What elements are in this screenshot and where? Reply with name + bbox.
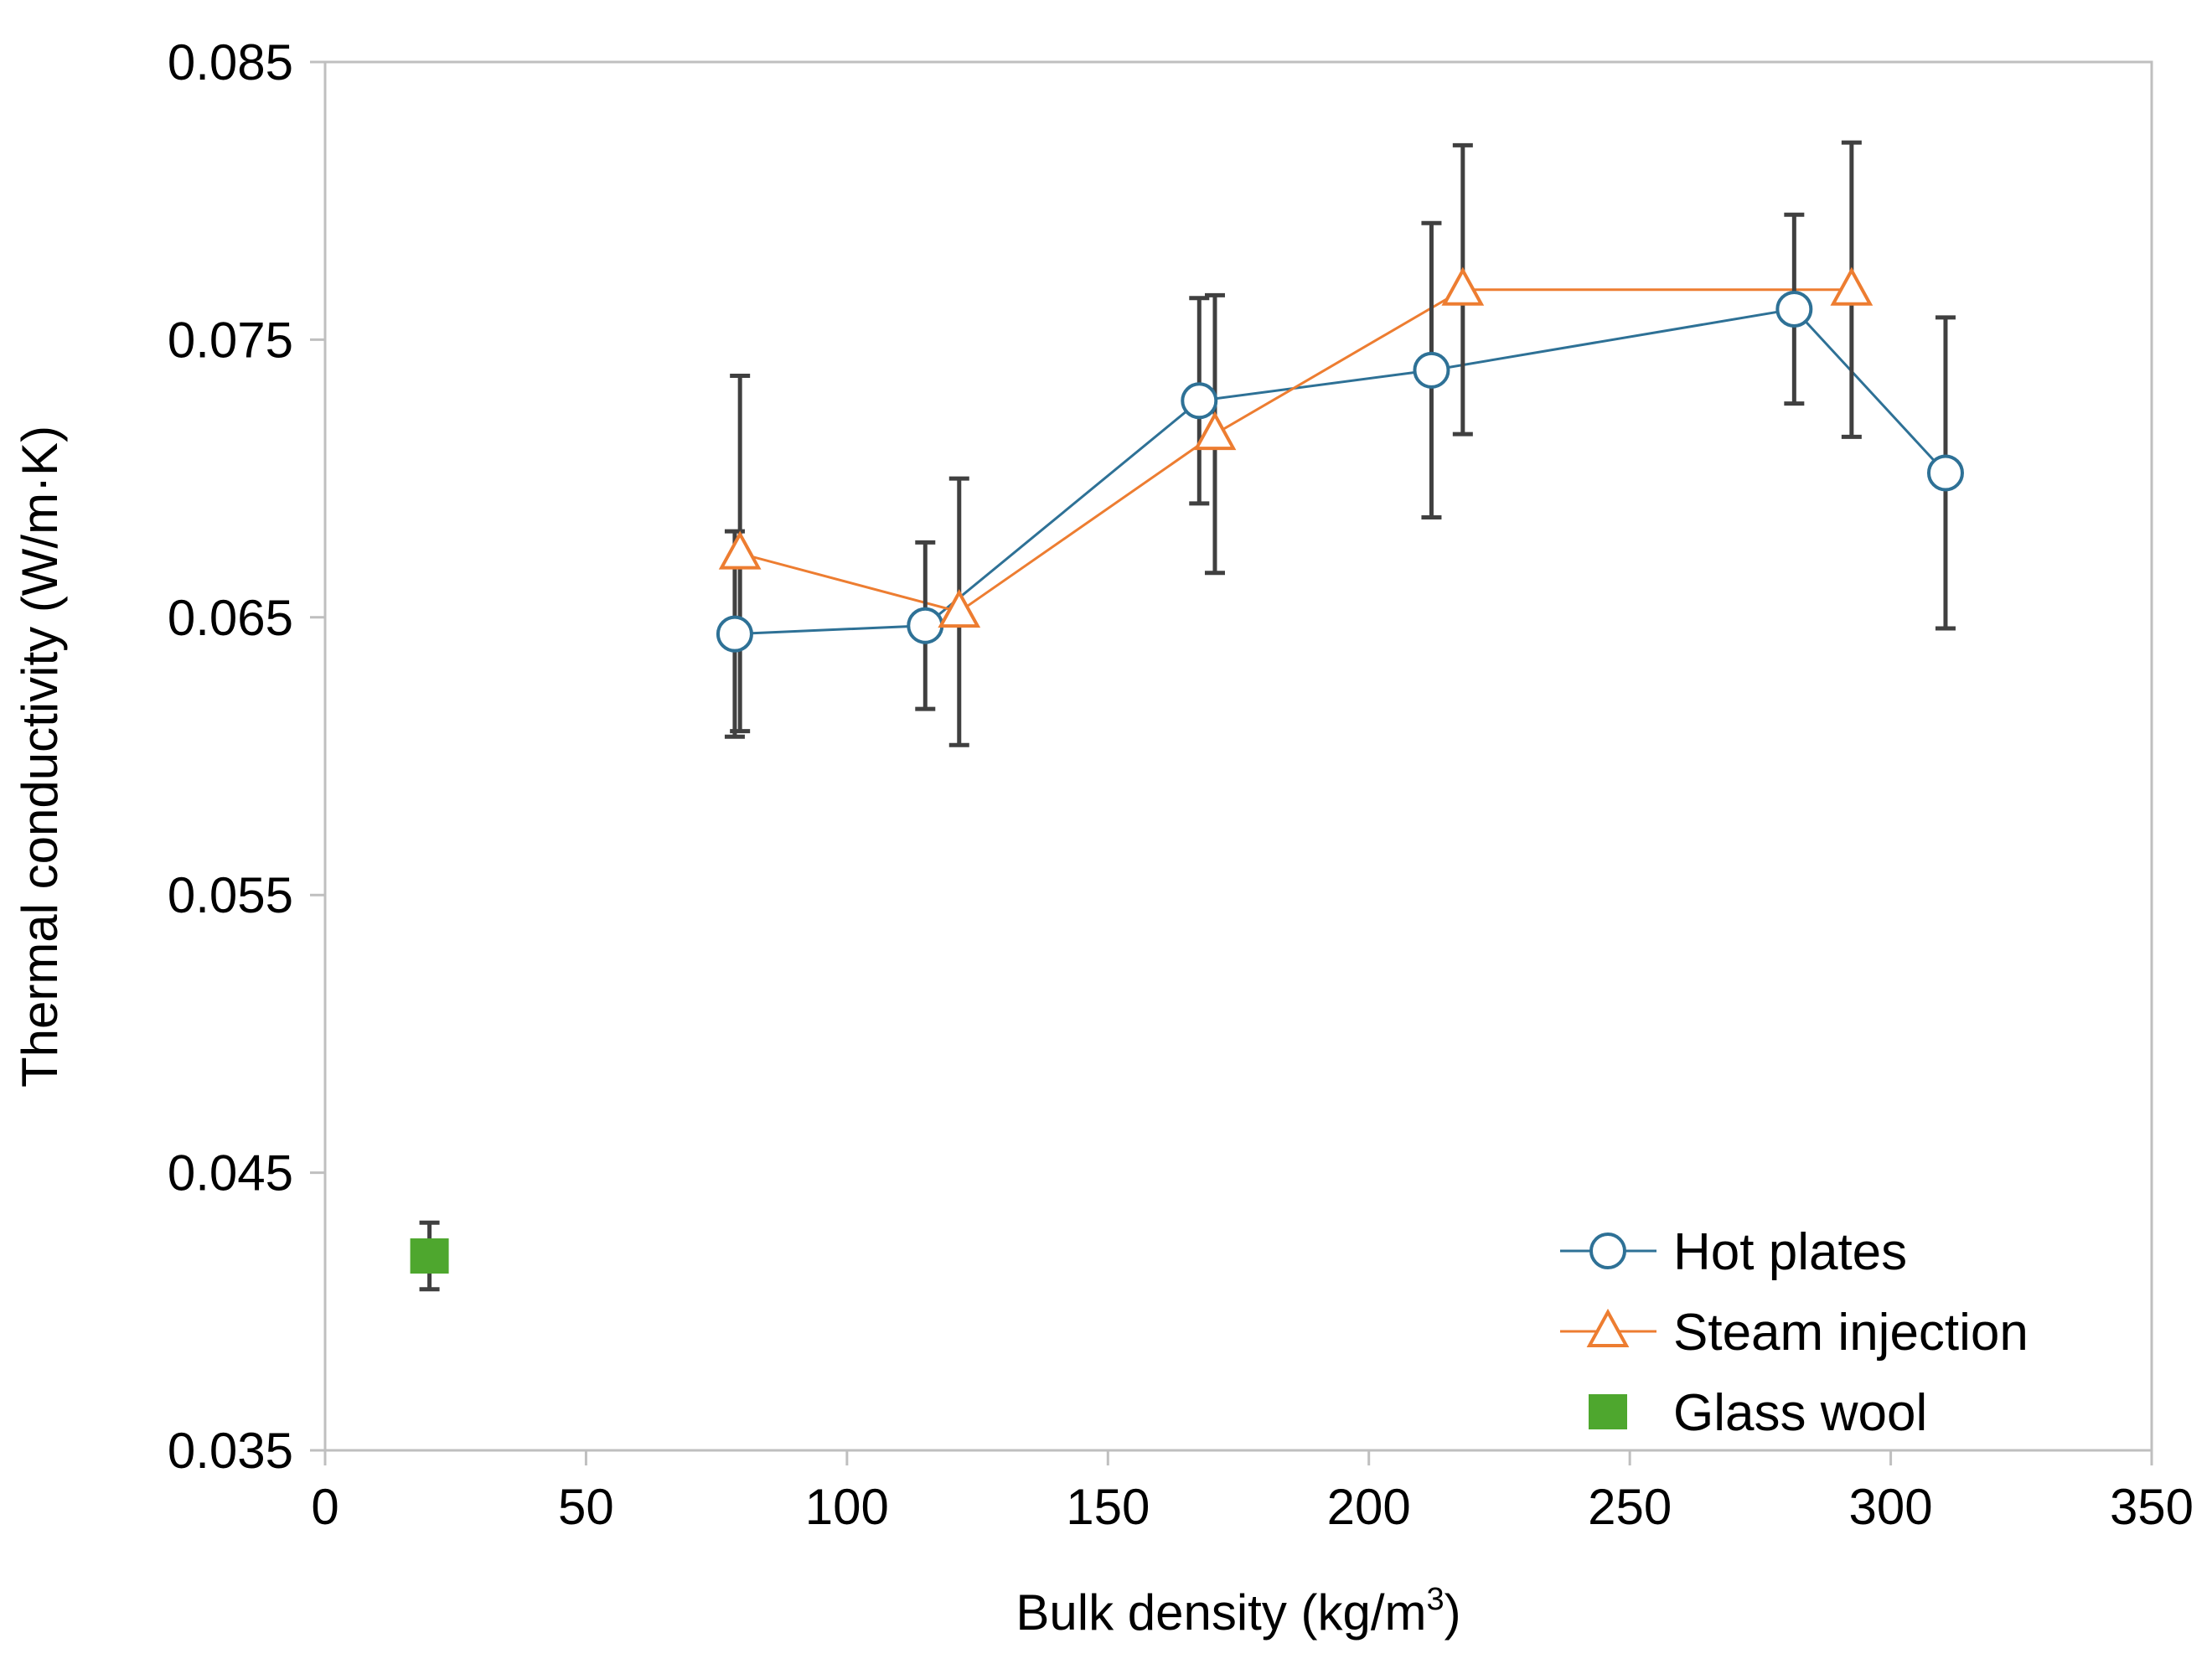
legend: Hot plates Steam injection Glass wool [1560, 1223, 2029, 1442]
plot-area [323, 60, 2153, 1452]
x-tick-label: 100 [805, 1479, 889, 1535]
steam-injection-point [718, 530, 762, 570]
legend-marker [1589, 1394, 1627, 1429]
legend-label: Steam injection [1673, 1304, 2029, 1362]
hot-plates-point [1181, 382, 1218, 420]
legend-item-glass-wool: Glass wool [1589, 1384, 1927, 1442]
x-tick-label: 50 [558, 1479, 614, 1535]
x-tick-label: 300 [1849, 1479, 1933, 1535]
hot-plates-line [734, 307, 1947, 636]
x-tick-label: 350 [2110, 1479, 2194, 1535]
x-tick-label: 200 [1327, 1479, 1411, 1535]
steam-injection-point [1193, 411, 1237, 451]
y-tick-label: 0.045 [168, 1145, 293, 1201]
hot-plates-point [716, 615, 753, 653]
y-tick-label: 0.055 [168, 867, 293, 923]
x-tick-label: 0 [311, 1479, 339, 1535]
hot-plates-point [1413, 351, 1450, 389]
hot-plates-point [907, 607, 944, 644]
legend-label: Hot plates [1673, 1223, 1907, 1281]
hot-plates-point [1775, 290, 1813, 328]
y-axis-title: Thermal conductivity (W/m·K) [12, 426, 68, 1088]
legend-marker [1589, 1232, 1626, 1269]
x-tick-label: 150 [1066, 1479, 1150, 1535]
y-tick-label: 0.065 [168, 590, 293, 646]
legend-item-hot-plates: Hot plates [1560, 1223, 1907, 1281]
steam-injection-point [1830, 266, 1873, 306]
steam-injection-point [1441, 266, 1485, 306]
glass-wool-point [410, 1238, 449, 1274]
hot-plates-point [1926, 454, 1964, 492]
y-tick-label: 0.035 [168, 1423, 293, 1479]
y-tick-label: 0.075 [168, 312, 293, 368]
y-tick-label: 0.085 [168, 34, 293, 90]
steam-injection-point [938, 589, 981, 628]
legend-item-steam-injection: Steam injection [1560, 1304, 2029, 1362]
legend-marker [1586, 1308, 1630, 1347]
x-axis-title: Bulk density (kg/m3) [1016, 1582, 1460, 1641]
legend-label: Glass wool [1673, 1384, 1927, 1442]
x-tick-label: 250 [1588, 1479, 1672, 1535]
